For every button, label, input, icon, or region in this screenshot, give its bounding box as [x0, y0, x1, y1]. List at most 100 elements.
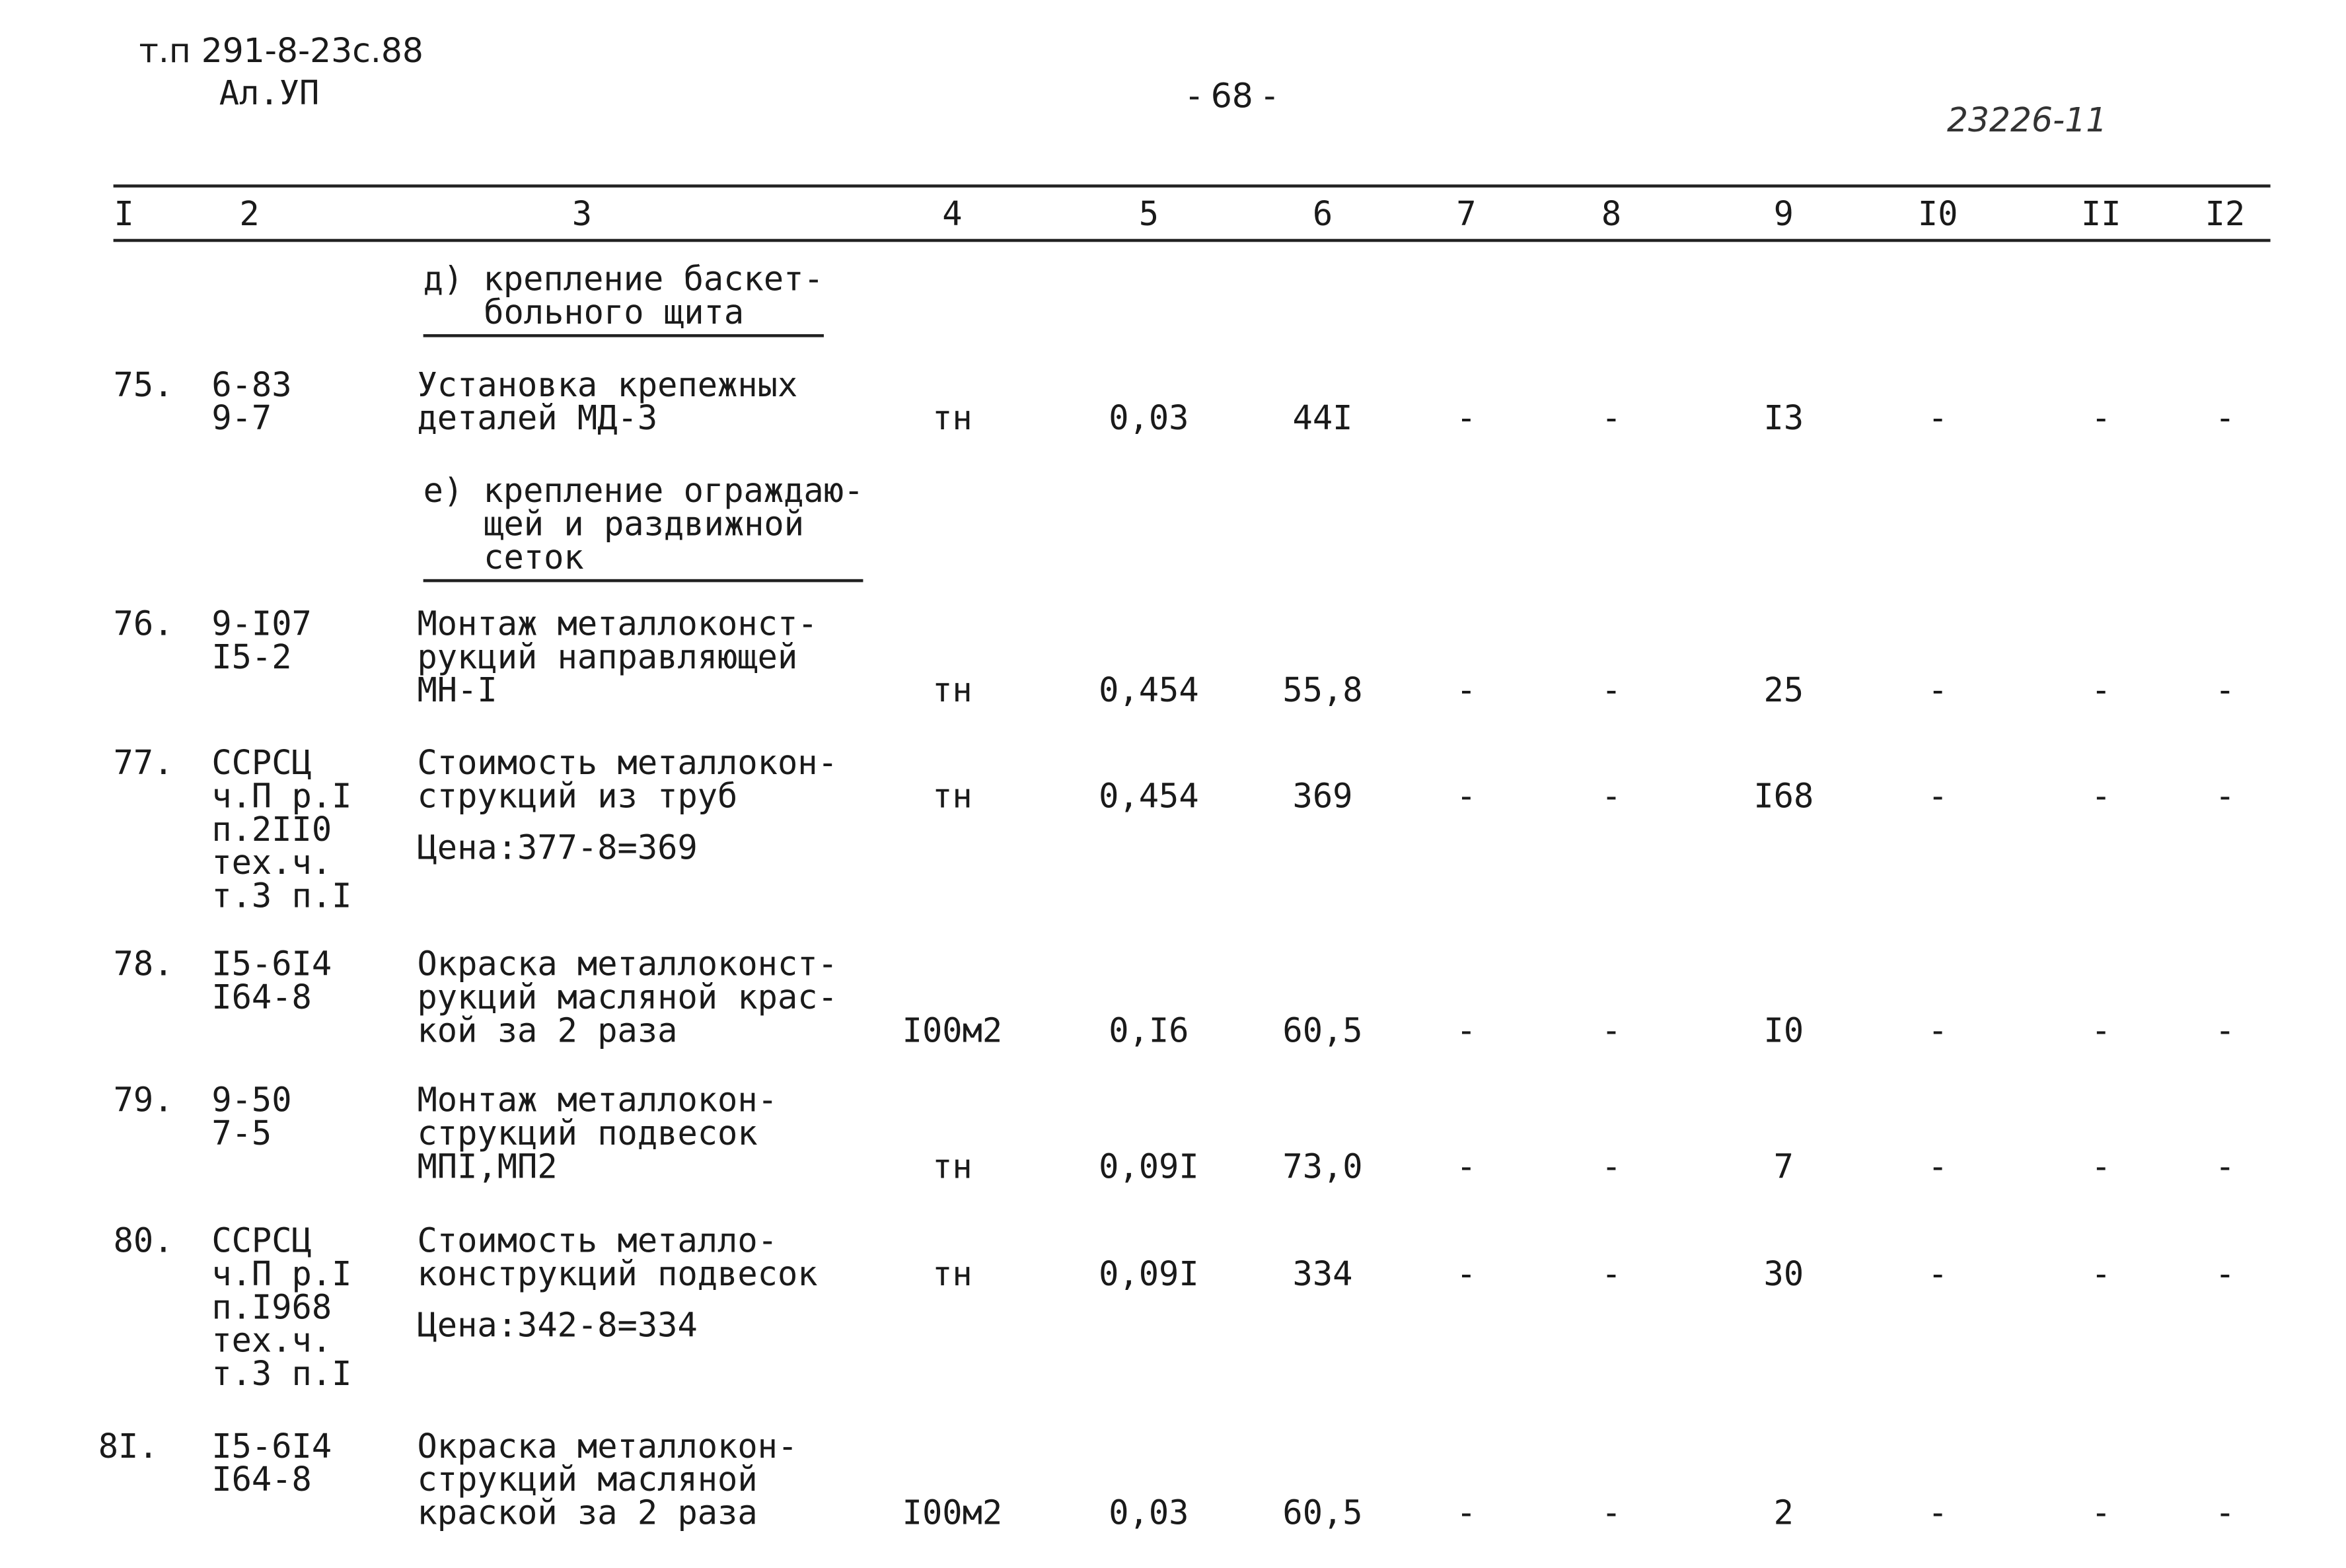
value-cell: 25: [1763, 672, 1804, 711]
value-cell: -: [1928, 672, 1948, 711]
column-header: 9: [1773, 196, 1794, 234]
work-line: краской за 2 раза: [417, 1495, 758, 1534]
code-line: I64-8: [211, 980, 312, 1018]
section-line: сеток: [484, 540, 584, 578]
section-line: е) крепление ограждаю-: [423, 473, 864, 511]
value-cell: -: [1601, 778, 1622, 817]
section-line: щей и раздвижной: [484, 506, 805, 545]
column-header: 4: [942, 196, 963, 234]
column-header: I0: [1917, 196, 1958, 234]
value-cell: I68: [1753, 778, 1814, 817]
value-cell: -: [2091, 1013, 2111, 1051]
value-cell: 0,I6: [1109, 1013, 1189, 1051]
value-cell: 0,03: [1109, 1495, 1189, 1534]
work-line: кой за 2 раза: [417, 1013, 678, 1051]
value-cell: -: [1456, 1149, 1477, 1188]
code-line: 6-83: [211, 367, 292, 406]
value-cell: 0,454: [1099, 672, 1199, 711]
item-number: 79.: [113, 1083, 174, 1121]
work-line: Стоимость металлокон-: [417, 745, 838, 783]
work-line: Окраска металлокон-: [417, 1429, 798, 1467]
column-header: I: [114, 196, 134, 234]
value-cell: -: [2215, 1013, 2236, 1051]
value-cell: -: [2215, 672, 2236, 711]
price-note: Цена:342-8=334: [417, 1308, 698, 1346]
work-line: струкций масляной: [417, 1462, 758, 1500]
column-header: 5: [1138, 196, 1159, 234]
code-line: тех.ч.: [211, 1323, 332, 1361]
table-rule: [113, 238, 2271, 242]
archive-number: 23226-11: [1946, 102, 2108, 141]
value-cell: 7: [1773, 1149, 1794, 1188]
value-cell: -: [2215, 778, 2236, 817]
value-cell: 73,0: [1282, 1149, 1363, 1188]
code-line: ССРСЦ: [211, 745, 312, 783]
item-number: 78.: [113, 946, 174, 985]
value-cell: -: [1601, 400, 1622, 439]
value-cell: 44I: [1292, 400, 1353, 439]
value-cell: -: [1928, 1149, 1948, 1188]
item-number: 76.: [113, 606, 174, 645]
value-cell: -: [2215, 1256, 2236, 1295]
value-cell: -: [1928, 1013, 1948, 1051]
column-header: 6: [1312, 196, 1333, 234]
stamp-line: Ал.УП: [219, 75, 320, 114]
value-cell: 0,09I: [1099, 1149, 1199, 1188]
value-cell: -: [1456, 1013, 1477, 1051]
value-cell: 0,09I: [1099, 1256, 1199, 1295]
page-number: - 68 -: [1188, 79, 1276, 117]
work-line: рукций направляющей: [417, 639, 798, 678]
value-cell: 2: [1773, 1495, 1794, 1534]
code-line: 9-50: [211, 1083, 292, 1121]
value-cell: -: [1601, 1013, 1622, 1051]
value-cell: -: [2091, 1256, 2111, 1295]
column-header: I2: [2205, 196, 2246, 234]
value-cell: -: [1928, 778, 1948, 817]
value-cell: тн: [932, 1149, 972, 1188]
value-cell: -: [2091, 400, 2111, 439]
value-cell: -: [1601, 1149, 1622, 1188]
value-cell: 0,454: [1099, 778, 1199, 817]
value-cell: -: [1456, 778, 1477, 817]
code-line: т.3 п.I: [211, 1356, 352, 1394]
value-cell: -: [1456, 1495, 1477, 1534]
value-cell: -: [2215, 400, 2236, 439]
value-cell: -: [1928, 1256, 1948, 1295]
work-line: МПI,МП2: [417, 1149, 558, 1188]
work-line: Установка крепежных: [417, 367, 798, 406]
value-cell: -: [1601, 1495, 1622, 1534]
code-line: ч.П р.I: [211, 778, 352, 817]
work-line: Стоимость металло-: [417, 1223, 778, 1262]
code-line: п.I968: [211, 1289, 332, 1328]
code-line: тех.ч.: [211, 845, 332, 883]
code-line: 9-I07: [211, 606, 312, 645]
work-line: Монтаж металлоконст-: [417, 606, 818, 645]
value-cell: -: [2091, 1495, 2111, 1534]
stamp-line: т.п 291-8-23с.88: [139, 33, 423, 71]
code-line: ч.П р.I: [211, 1256, 352, 1295]
value-cell: -: [2215, 1149, 2236, 1188]
work-line: Монтаж металлокон-: [417, 1083, 778, 1121]
value-cell: 0,03: [1109, 400, 1189, 439]
work-line: Окраска металлоконст-: [417, 946, 838, 985]
column-header: 3: [571, 196, 593, 234]
value-cell: -: [1601, 1256, 1622, 1295]
value-cell: -: [1456, 1256, 1477, 1295]
value-cell: I3: [1763, 400, 1804, 439]
value-cell: 334: [1292, 1256, 1353, 1295]
code-line: п.2II0: [211, 812, 332, 850]
section-heading: д) крепление баскет-больного щита: [423, 264, 824, 338]
value-cell: I0: [1763, 1013, 1804, 1051]
value-cell: тн: [932, 1256, 972, 1295]
value-cell: -: [2091, 1149, 2111, 1188]
code-line: I5-6I4: [211, 1429, 332, 1467]
value-cell: -: [2091, 672, 2111, 711]
price-note: Цена:377-8=369: [417, 830, 698, 869]
item-number: 8I.: [98, 1429, 159, 1467]
value-cell: I00м2: [902, 1013, 1003, 1051]
column-header: 8: [1601, 196, 1622, 234]
work-line: деталей МД-3: [417, 400, 658, 439]
column-header: 2: [239, 196, 260, 234]
work-line: МН-I: [417, 672, 497, 711]
